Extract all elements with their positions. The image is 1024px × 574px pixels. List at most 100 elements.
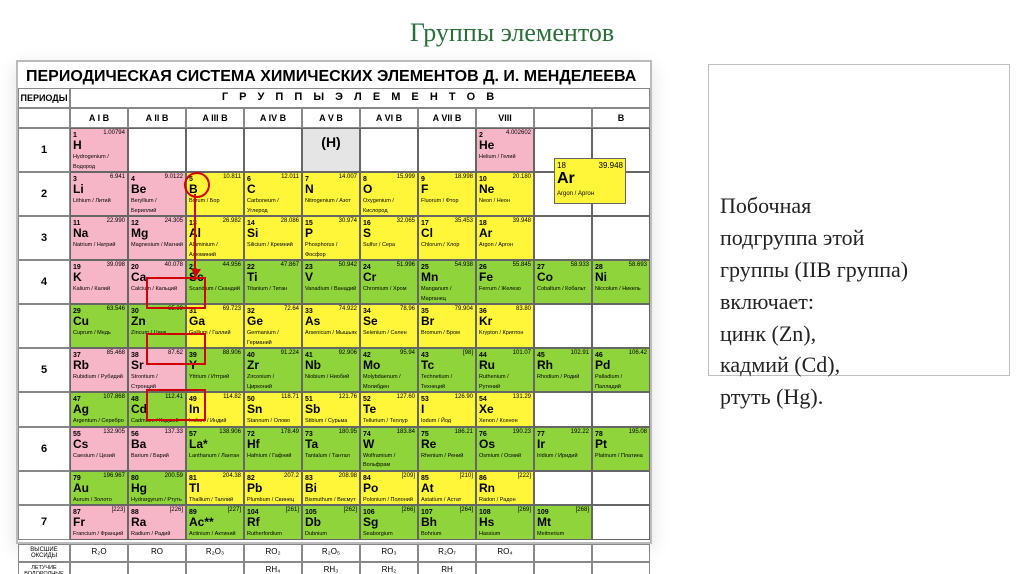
- period-label: 5: [18, 348, 70, 392]
- hydride-cell: [476, 562, 534, 574]
- element-cell: [592, 471, 650, 506]
- element-cell: 78195.08PtPlatinum / Платина: [592, 427, 650, 471]
- oxide-cell: RO₃: [360, 544, 418, 562]
- element-cell: 57138.906La*Lanthanum / Лантан: [186, 427, 244, 471]
- element-cell: 86[222]RnRadon / Радон: [476, 471, 534, 506]
- element-cell: (H): [302, 128, 360, 172]
- element-cell: 49114.82InIndium / Индий: [186, 392, 244, 427]
- hydrides-row: ЛЕТУЧИЕ ВОДОРОДНЫЕ СОЕДИНЕНИЯ RH₄RH₃RH₂R…: [18, 562, 650, 574]
- st-1: Побочная: [720, 193, 811, 218]
- element-cell: 1326.982AlAluminium / Алюминий: [186, 216, 244, 260]
- element-cell: 2451.996CrChromium / Хром: [360, 260, 418, 304]
- oxide-cell: [534, 544, 592, 562]
- element-cell: [592, 216, 650, 260]
- legend-ar-cell: 18 39.948 Ar Argon / Аргон: [554, 158, 626, 204]
- element-cell: 815.999OOxygenium / Кислород: [360, 172, 418, 216]
- element-cell: 510.811BBorum / Бор: [186, 172, 244, 216]
- oxides-row: ВЫСШИЕ ОКСИДЫ R₂OROR₂O₃RO₂R₂O₅RO₃R₂O₇RO₄: [18, 544, 650, 562]
- slide-title: Группы элементов: [0, 18, 1024, 48]
- period-label: 6: [18, 427, 70, 471]
- element-cell: 1020.180NeNeon / Неон: [476, 172, 534, 216]
- hydride-cell: RH₂: [360, 562, 418, 574]
- oxides-label: ВЫСШИЕ ОКСИДЫ: [18, 544, 70, 562]
- group-header: A VI B: [360, 108, 418, 128]
- ar-sym: Ar: [557, 170, 575, 187]
- element-cell: 1632.065SSulfur / Сера: [360, 216, 418, 260]
- element-cell: 2144.956ScScandium / Скандий: [186, 260, 244, 304]
- element-cell: 2040.078CaCalcium / Кальций: [128, 260, 186, 304]
- element-cell: 104[261]RfRutherfordium: [244, 505, 302, 540]
- element-cell: 88[226]RaRadium / Радий: [128, 505, 186, 540]
- ar-mass: 39.948: [599, 161, 623, 170]
- period-label-cont: [18, 471, 70, 506]
- group-header: VIII: [476, 108, 534, 128]
- periodic-table: ПЕРИОДИЧЕСКАЯ СИСТЕМА ХИМИЧЕСКИХ ЭЛЕМЕНТ…: [16, 60, 652, 544]
- hydride-cell: [70, 562, 128, 574]
- element-cell: 48112.41CdCadmium / Кадмий: [128, 392, 186, 427]
- group-header: A III B: [186, 108, 244, 128]
- element-cell: 2247.867TiTitanium / Титан: [244, 260, 302, 304]
- ar-name: Argon / Аргон: [557, 191, 594, 197]
- element-cell: 714.007NNitrogenium / Азот: [302, 172, 360, 216]
- blank-corner: [18, 108, 70, 128]
- element-cell: 53126.90IIodum / Йод: [418, 392, 476, 427]
- group-header: B: [592, 108, 650, 128]
- period-label-cont: [18, 304, 70, 348]
- element-cell: 1122.990NaNatrium / Натрий: [70, 216, 128, 260]
- element-cell: [360, 128, 418, 172]
- element-cell: 50118.71SnStannum / Олово: [244, 392, 302, 427]
- st-4: включает:: [720, 289, 814, 314]
- element-cell: 55132.905CsCaesium / Цезий: [70, 427, 128, 471]
- hydride-cell: [186, 562, 244, 574]
- element-cell: 3272.64GeGermanium / Германий: [244, 304, 302, 348]
- element-cell: 2350.942VVanadium / Ванадий: [302, 260, 360, 304]
- element-cell: 87[223]FrFrancium / Франций: [70, 505, 128, 540]
- ar-num: 18: [557, 161, 566, 170]
- element-cell: 2655.845FeFerrum / Железо: [476, 260, 534, 304]
- st-2: подгруппа этой: [720, 225, 864, 250]
- element-cell: 47107.868AgArgentum / Серебро: [70, 392, 128, 427]
- element-cell: 36.941LiLithium / Литий: [70, 172, 128, 216]
- element-cell: 2554.938MnManganum / Марганец: [418, 260, 476, 304]
- element-cell: 77192.22IrIridium / Иридий: [534, 427, 592, 471]
- element-cell: [534, 392, 592, 427]
- element-cell: 105[262]DbDubnium: [302, 505, 360, 540]
- period-label: 3: [18, 216, 70, 260]
- element-cell: 1839.948ArArgon / Аргон: [476, 216, 534, 260]
- element-cell: 49.0122BeBeryllium / Бериллий: [128, 172, 186, 216]
- element-cell: 56137.33BaBarium / Барий: [128, 427, 186, 471]
- group-header: A VII B: [418, 108, 476, 128]
- element-cell: 1735.453ClChlorum / Хлор: [418, 216, 476, 260]
- element-cell: 54131.29XeXenon / Ксенон: [476, 392, 534, 427]
- pt-heading: ПЕРИОДИЧЕСКАЯ СИСТЕМА ХИМИЧЕСКИХ ЭЛЕМЕНТ…: [18, 62, 650, 88]
- element-cell: 79196.967AuAurum / Золото: [70, 471, 128, 506]
- element-cell: 107[264]BhBohrium: [418, 505, 476, 540]
- header-row: ПЕРИОДЫ Г Р У П П Ы Э Л Е М Е Н Т О В: [18, 88, 650, 108]
- element-cell: [592, 505, 650, 540]
- element-cell: 1224.305MgMagnesium / Магний: [128, 216, 186, 260]
- element-cell: 85[210]AtAstatium / Астат: [418, 471, 476, 506]
- oxide-cell: R₂O₅: [302, 544, 360, 562]
- element-cell: 45102.91RhRhodium / Родий: [534, 348, 592, 392]
- element-cell: 108[269]HsHassium: [476, 505, 534, 540]
- element-cell: 44101.07RuRuthenium / Рутений: [476, 348, 534, 392]
- period-label-cont: [18, 392, 70, 427]
- oxide-cell: RO₂: [244, 544, 302, 562]
- element-cell: [534, 216, 592, 260]
- period-label: 2: [18, 172, 70, 216]
- element-cell: 612.011CCarboneum / Углерод: [244, 172, 302, 216]
- element-cell: [244, 128, 302, 172]
- element-cell: 2858.693NiNiccolum / Никель: [592, 260, 650, 304]
- side-text: Побочная подгруппа этой группы (IIB груп…: [720, 190, 1000, 413]
- element-cell: 106[266]SgSeaborgium: [360, 505, 418, 540]
- period-label: 4: [18, 260, 70, 304]
- element-cell: 11.00794HHydrogenium / Водород: [70, 128, 128, 172]
- st-7: ртуть (Hg).: [720, 384, 823, 409]
- group-header: A IV B: [244, 108, 302, 128]
- element-cell: 3169.723GaGallium / Галлий: [186, 304, 244, 348]
- oxide-cell: R₂O₃: [186, 544, 244, 562]
- groups-header: Г Р У П П Ы Э Л Е М Е Н Т О В: [70, 88, 650, 108]
- element-cell: 3478.96SeSelenium / Селен: [360, 304, 418, 348]
- element-cell: 3785.468RbRubidium / Рубидий: [70, 348, 128, 392]
- element-cell: 4192.906NbNiobium / Ниобий: [302, 348, 360, 392]
